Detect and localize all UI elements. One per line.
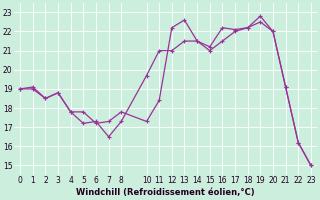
X-axis label: Windchill (Refroidissement éolien,°C): Windchill (Refroidissement éolien,°C) [76,188,255,197]
